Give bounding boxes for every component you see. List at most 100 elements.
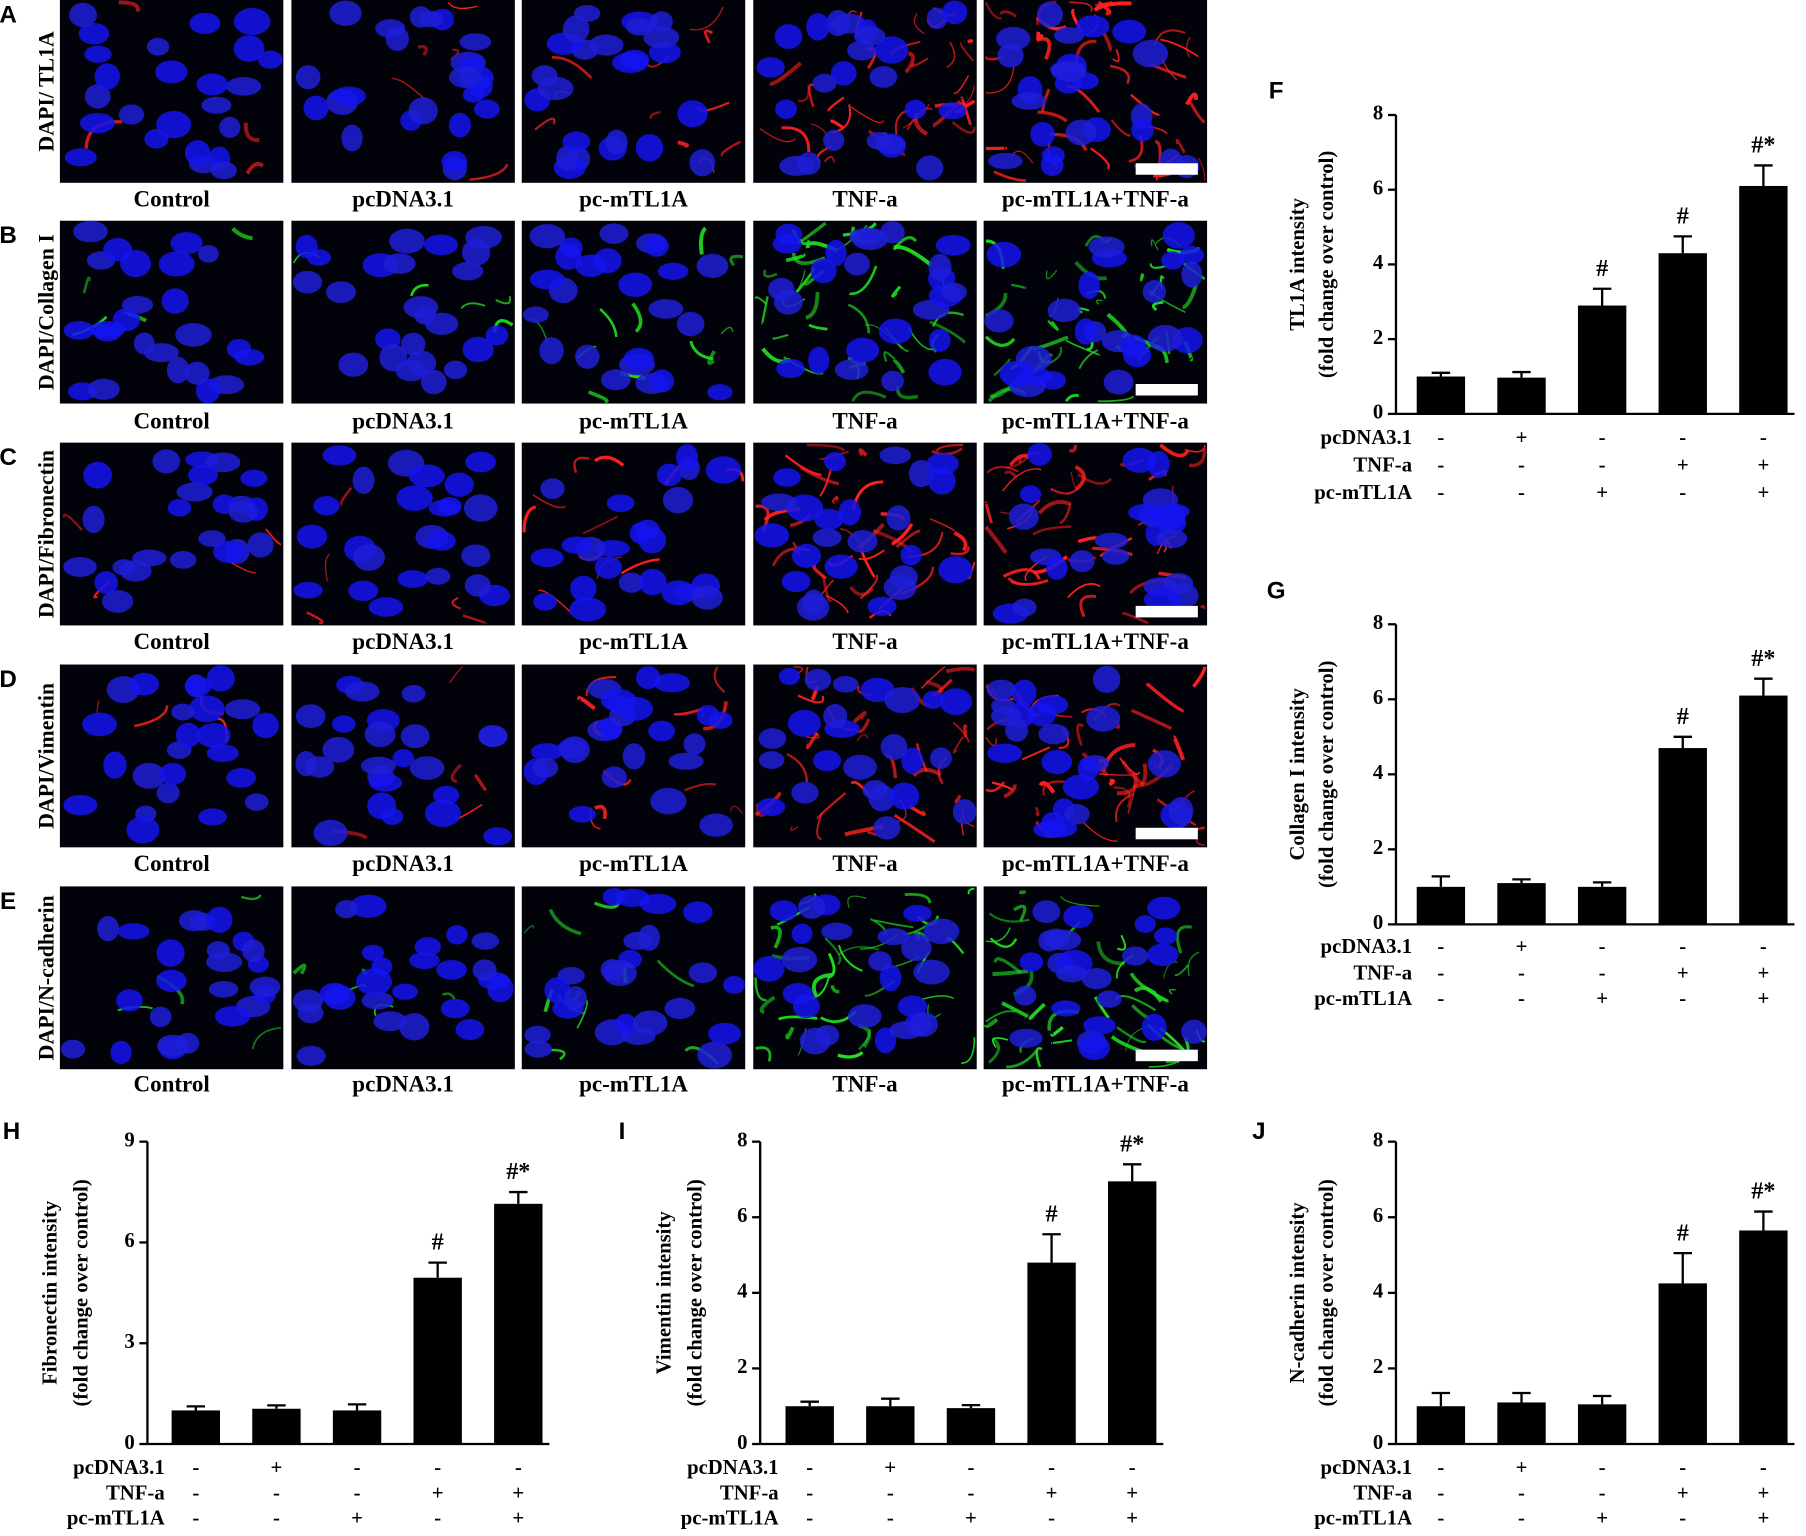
scale-bar [1135,1049,1198,1062]
panel-letter: F [1269,77,1284,104]
condition-sign: - [1518,482,1525,504]
stain-fiber [495,296,512,305]
stain-fiber [1028,1002,1046,1020]
condition-label: pcDNA3.1 [1321,936,1413,958]
nucleus [533,593,557,611]
nucleus [176,1032,200,1054]
scale-bar [1135,163,1198,175]
nucleus [126,816,160,844]
stain-fiber [816,812,823,841]
stain-fiber [1108,778,1116,787]
stain-fiber [754,977,767,1002]
micrograph [521,220,746,404]
nucleus [226,77,262,96]
stain-fiber [904,893,932,904]
nucleus [322,736,355,763]
nucleus [683,733,706,755]
nucleus [341,124,363,152]
nucleus [1168,796,1194,825]
stain-fiber [992,969,1029,976]
stain-fiber [118,0,140,13]
nucleus [564,986,587,1010]
bar [1497,883,1546,925]
nucleus [155,60,188,84]
stain-fiber [451,596,461,610]
stain-fiber [763,269,778,278]
column-label: pcDNA3.1 [352,628,454,654]
condition-sign: - [1437,1482,1444,1504]
stain-fiber [677,140,689,148]
nucleus [420,369,447,395]
nucleus [73,220,108,243]
nucleus [559,736,590,764]
condition-label: TNF-a [106,1482,165,1504]
nucleus [208,980,239,998]
nucleus [424,799,461,828]
stain-fiber [1047,319,1059,331]
nucleus [228,501,258,523]
nucleus [1143,588,1181,612]
nucleus [988,152,1023,170]
nucleus [824,452,846,472]
condition-sign: - [887,1508,894,1530]
nucleus [448,112,471,138]
y-axis-label: Collagen I intensity [1287,687,1309,860]
nucleus [649,369,675,393]
condition-sign: - [273,1508,280,1530]
nucleus [465,451,497,473]
nucleus [810,258,837,284]
nucleus [474,99,500,119]
nucleus [1040,154,1064,177]
nucleus [756,57,785,78]
nucleus [110,1040,132,1064]
nucleus [568,806,597,823]
micrograph [291,220,515,404]
nucleus [1047,298,1081,323]
stain-fiber [245,162,265,175]
nucleus [775,99,797,120]
nucleus [664,997,696,1020]
nucleus [559,237,583,258]
micrograph [753,220,977,404]
nucleus [830,61,857,86]
stain-fiber [929,518,956,532]
nucleus [401,332,426,356]
nucleus [683,901,713,924]
nucleus [884,686,921,714]
nucleus [345,681,380,702]
nucleus [206,665,235,692]
stain-fiber [1117,934,1127,951]
nucleus [206,941,230,960]
stain-fiber [1150,239,1159,251]
nucleus [184,140,211,166]
stain-fiber [1168,988,1176,995]
nucleus [1181,261,1203,288]
nucleus [94,63,120,90]
nucleus [880,734,908,760]
nucleus [219,116,241,139]
micrograph [291,664,515,848]
nucleus [1032,900,1061,924]
stain-fiber [837,944,863,972]
nucleus [463,494,498,522]
stain-fiber [856,733,869,742]
stain-fiber [631,302,643,333]
stain-fiber [339,486,353,506]
micrograph [521,886,746,1070]
nucleus [1027,442,1052,466]
nucleus [531,65,558,86]
stain-fiber [759,127,796,143]
nucleus [1147,943,1179,967]
nucleus [103,751,127,779]
micrograph [59,886,284,1070]
nucleus [176,482,213,502]
stain-fiber [251,1026,282,1050]
bar [171,1410,220,1445]
scale-bar [1135,384,1198,396]
nucleus [938,556,973,584]
condition-sign: + [1046,1482,1058,1504]
condition-sign: + [965,1508,977,1530]
nucleus [796,593,830,621]
nucleus [462,86,485,103]
condition-sign: - [806,1482,813,1504]
